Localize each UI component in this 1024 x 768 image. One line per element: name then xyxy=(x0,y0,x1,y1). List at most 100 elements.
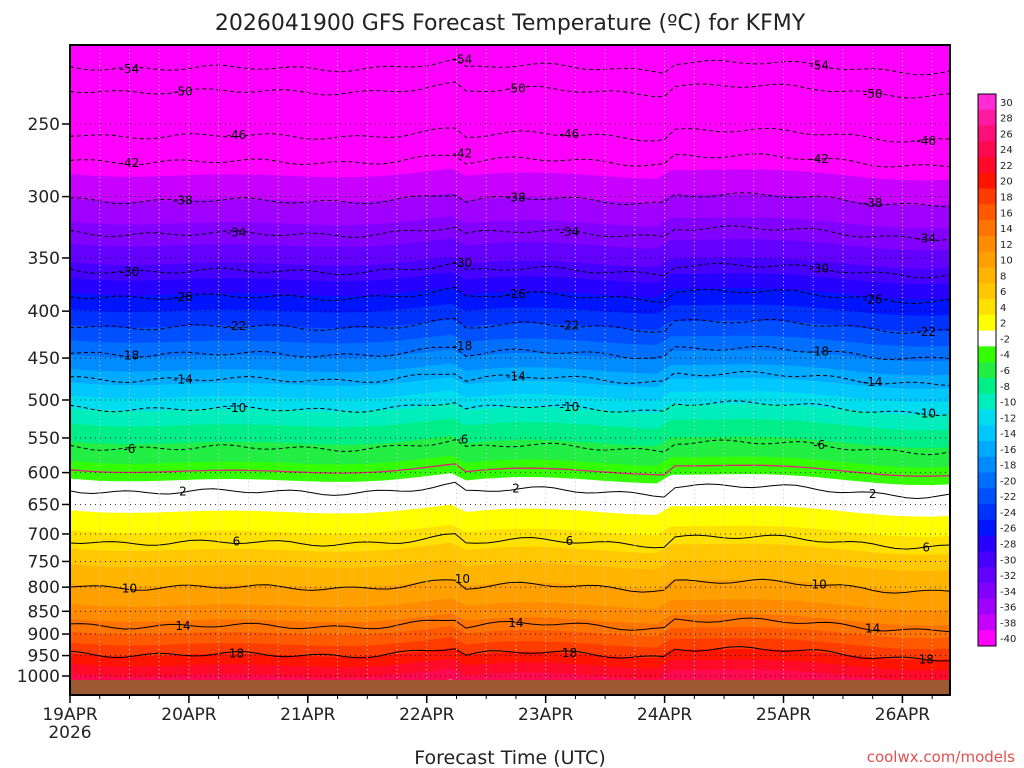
contour-label: -22 xyxy=(916,325,936,339)
colorbar-label: -36 xyxy=(1000,603,1016,614)
colorbar-label: 4 xyxy=(1000,303,1006,314)
contour-label: 6 xyxy=(233,535,241,549)
contour-label: 14 xyxy=(508,616,523,630)
colorbar-swatch xyxy=(978,172,996,190)
colorbar-swatch xyxy=(978,109,996,127)
colorbar-label: 18 xyxy=(1000,193,1013,204)
colorbar-label: 14 xyxy=(1000,224,1013,235)
contour-label: -14 xyxy=(863,375,883,389)
contour-label: -22 xyxy=(227,319,247,333)
colorbar-label: -24 xyxy=(1000,508,1016,519)
gridlines xyxy=(70,45,950,695)
colorbar-label: -32 xyxy=(1000,571,1016,582)
colorbar-swatch xyxy=(978,598,996,615)
contour-label: 18 xyxy=(919,653,934,667)
colorbar-swatch xyxy=(978,567,996,584)
colorbar-swatch xyxy=(978,377,996,395)
colorbar-swatch xyxy=(978,299,996,316)
contour-label: 18 xyxy=(229,647,244,661)
contour-line xyxy=(70,400,950,417)
contour-line xyxy=(70,370,950,386)
colorbar-label: -4 xyxy=(1000,350,1010,361)
contour-label: 14 xyxy=(865,621,880,635)
contour-label: 2 xyxy=(869,487,877,501)
contour-line xyxy=(70,286,950,305)
contour-line xyxy=(70,225,950,241)
contour-label: -50 xyxy=(173,84,193,98)
colorbar-swatch xyxy=(978,393,996,410)
contour-label: -34 xyxy=(916,232,936,246)
contour-line xyxy=(70,261,950,279)
colorbar-swatch xyxy=(978,220,996,237)
contour-label: 2 xyxy=(179,485,187,499)
x-tick-label: 25APR xyxy=(756,705,812,725)
contour-line xyxy=(70,81,950,99)
contour-label: -18 xyxy=(453,339,473,353)
x-tick-label: 21APR xyxy=(280,705,336,725)
credit-text: coolwx.com/models xyxy=(867,748,1015,766)
y-tick-label: 950 xyxy=(28,647,60,667)
colorbar-swatch xyxy=(978,440,996,458)
x-axis: 19APR 20APR 21APR 22APR 23APR 24APR 25APR 26APR xyxy=(42,695,933,725)
colorbar-swatch xyxy=(978,425,996,442)
colorbar-swatch xyxy=(978,251,996,268)
colorbar-swatch xyxy=(978,472,996,489)
contour-label: -34 xyxy=(227,226,247,240)
contour-line xyxy=(70,345,950,361)
colorbar-swatch xyxy=(978,94,996,111)
x-tick-label: 26APR xyxy=(875,705,931,725)
colorbar-label: 28 xyxy=(1000,114,1013,125)
x-year-label: 2026 xyxy=(48,723,91,743)
contour-label: -50 xyxy=(506,81,526,95)
y-tick-label: 850 xyxy=(28,602,60,622)
colorbar-swatch xyxy=(978,235,996,253)
colorbar-label: 26 xyxy=(1000,129,1013,140)
contour-label: -30 xyxy=(453,256,473,270)
colorbar-swatch xyxy=(978,188,996,205)
contour-label: -46 xyxy=(560,127,580,141)
colorbar-swatch xyxy=(978,630,996,647)
contour-label: 10 xyxy=(812,578,827,592)
colorbar-label: -12 xyxy=(1000,413,1016,424)
colorbar-swatch xyxy=(978,409,996,426)
contour-label: -10 xyxy=(560,400,580,414)
contour-line xyxy=(70,317,950,334)
colorbar-label: -40 xyxy=(1000,634,1016,645)
colorbar-swatch xyxy=(978,141,996,158)
y-axis: 250 300 350 400 450 500 550 600 650 700 750 800 850 9… xyxy=(17,115,70,687)
colorbar-label: -28 xyxy=(1000,539,1016,550)
colorbar-label: -34 xyxy=(1000,587,1016,598)
colorbar-label: -26 xyxy=(1000,524,1016,535)
colorbar-swatch xyxy=(978,346,996,363)
contour-label: -42 xyxy=(120,156,140,170)
colorbar-swatch xyxy=(978,488,996,505)
contour-labels: -54 -54 -54 -50 -50 -50 -46 -46 -46 -42 -42 -42 -38 -… xyxy=(120,53,936,667)
colorbar-swatch xyxy=(978,157,996,174)
colorbar-label: 22 xyxy=(1000,161,1013,172)
colorbar-swatch xyxy=(978,283,996,300)
contour-label: -46 xyxy=(227,128,247,142)
colorbar-label: -38 xyxy=(1000,618,1016,629)
y-tick-label: 400 xyxy=(28,302,60,322)
contour-label: -18 xyxy=(120,348,140,362)
contour-label: -38 xyxy=(173,194,193,208)
contour-label: -6 xyxy=(813,438,825,452)
y-tick-label: 800 xyxy=(28,578,60,598)
colorbar-label: -8 xyxy=(1000,382,1010,393)
colorbar-swatch xyxy=(978,204,996,221)
contour-label: -26 xyxy=(173,290,193,304)
y-tick-label: 550 xyxy=(28,429,60,449)
contour-label: -14 xyxy=(506,369,526,383)
contour-label: -46 xyxy=(916,134,936,148)
contour-line xyxy=(70,153,950,168)
x-axis-title: Forecast Time (UTC) xyxy=(414,747,605,768)
contour-label: -18 xyxy=(809,344,829,358)
contour-label: 6 xyxy=(922,540,930,554)
contour-label: -54 xyxy=(809,58,829,72)
contour-label: 14 xyxy=(175,619,190,633)
colorbar-label: -2 xyxy=(1000,334,1010,345)
colorbar-label: -22 xyxy=(1000,492,1016,503)
contour-label: 6 xyxy=(566,534,574,548)
colorbar-label: -30 xyxy=(1000,555,1016,566)
colorbar-label: -14 xyxy=(1000,429,1016,440)
